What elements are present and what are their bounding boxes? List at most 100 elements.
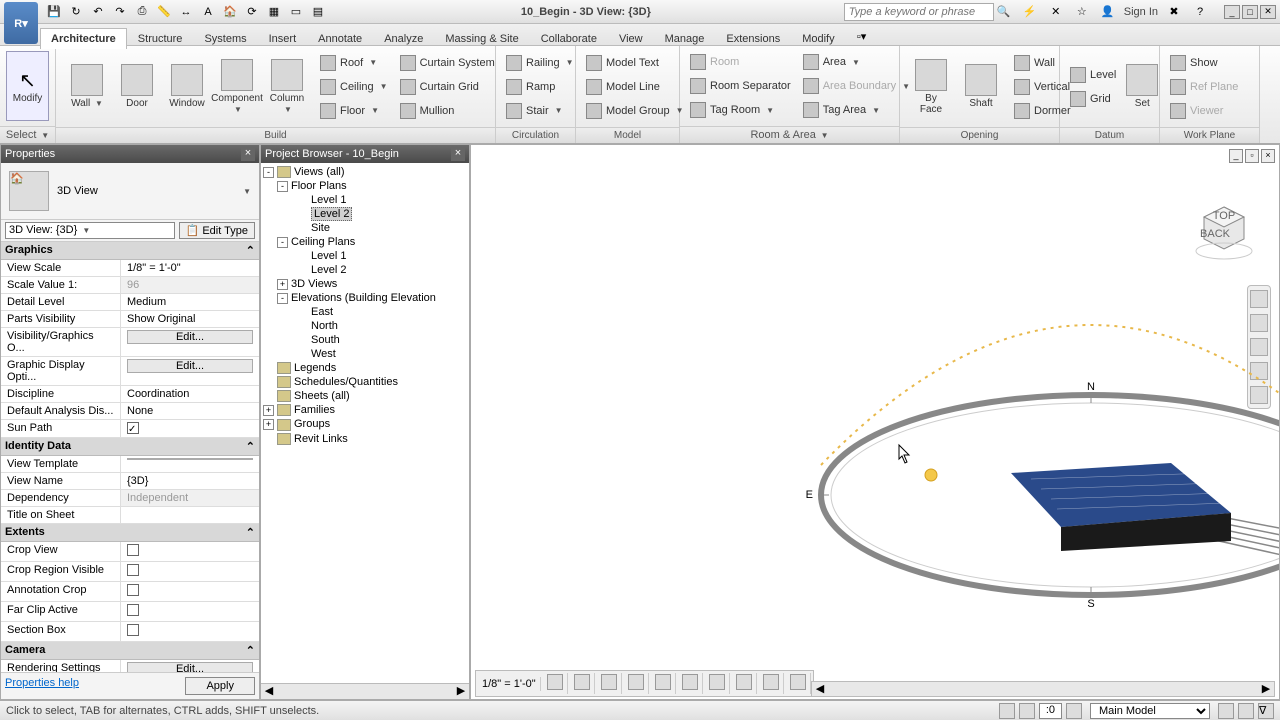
tree-label[interactable]: Revit Links xyxy=(294,433,348,445)
tab-structure[interactable]: Structure xyxy=(127,28,194,49)
tree-node[interactable]: Sheets (all) xyxy=(263,389,467,403)
tree-node[interactable]: - Views (all) xyxy=(263,165,467,179)
search-input[interactable] xyxy=(844,3,994,21)
prop-value[interactable] xyxy=(121,622,259,641)
prop-value[interactable]: 1/8" = 1'-0" xyxy=(121,260,259,276)
mullion-button[interactable]: Mullion xyxy=(396,100,499,122)
tree-node[interactable]: +Families xyxy=(263,403,467,417)
tree-label[interactable]: Ceiling Plans xyxy=(291,236,355,248)
prop-value[interactable] xyxy=(121,542,259,561)
comm-icon[interactable]: ⚡ xyxy=(1020,3,1040,21)
status-filter-icon[interactable]: ∇ xyxy=(1258,703,1274,719)
tree-node[interactable]: -Floor Plans xyxy=(263,179,467,193)
tag-area-button[interactable]: Tag Area▼ xyxy=(799,99,914,121)
vcb-shadows-icon[interactable] xyxy=(628,674,644,690)
prop-checkbox[interactable] xyxy=(127,564,139,576)
sign-in-link[interactable]: Sign In xyxy=(1124,6,1158,18)
floor-button[interactable]: Floor▼ xyxy=(316,100,392,122)
vcb-detail-icon[interactable] xyxy=(547,674,563,690)
vcb-lock-icon[interactable] xyxy=(736,674,752,690)
properties-close-icon[interactable]: × xyxy=(241,147,255,161)
vcb-render-icon[interactable] xyxy=(655,674,671,690)
properties-help-link[interactable]: Properties help xyxy=(5,677,79,695)
tab-extensions[interactable]: Extensions xyxy=(715,28,791,49)
prop-value[interactable] xyxy=(121,582,259,601)
tree-label[interactable]: East xyxy=(311,306,333,318)
status-icon-2[interactable] xyxy=(1019,703,1035,719)
tree-toggle-icon[interactable]: + xyxy=(263,405,274,416)
star-icon[interactable]: ☆ xyxy=(1072,3,1092,21)
browser-scroll-left[interactable]: ◀ xyxy=(261,684,277,699)
tree-label[interactable]: Level 1 xyxy=(311,250,346,262)
prop-value[interactable] xyxy=(121,507,259,523)
tree-node[interactable]: West xyxy=(263,347,467,361)
tab-view[interactable]: View xyxy=(608,28,654,49)
level-button[interactable]: Level xyxy=(1066,64,1120,86)
ramp-button[interactable]: Ramp xyxy=(502,76,578,98)
prop-edit-button[interactable]: Edit... xyxy=(127,662,253,672)
status-input[interactable]: :0 xyxy=(1039,703,1062,719)
prop-collapse-icon[interactable]: ⌃ xyxy=(246,440,255,453)
show-button[interactable]: Show xyxy=(1166,52,1242,74)
roof-button[interactable]: Roof▼ xyxy=(316,52,392,74)
tree-toggle-icon[interactable]: + xyxy=(277,279,288,290)
view-minimize-icon[interactable]: _ xyxy=(1229,149,1243,163)
prop-collapse-icon[interactable]: ⌃ xyxy=(246,644,255,657)
tree-node[interactable]: Level 2 xyxy=(263,263,467,277)
tree-node[interactable]: -Ceiling Plans xyxy=(263,235,467,249)
vcb-sunpath-icon[interactable] xyxy=(601,674,617,690)
prop-value[interactable]: Edit... xyxy=(121,660,259,672)
tree-node[interactable]: Revit Links xyxy=(263,432,467,446)
qat-dim-icon[interactable]: ↔ xyxy=(176,3,196,21)
prop-value[interactable] xyxy=(121,456,259,472)
column-button[interactable]: Column ▼ xyxy=(262,52,312,122)
area-button[interactable]: Area▼ xyxy=(799,51,914,73)
edit-type-button[interactable]: 📋 Edit Type xyxy=(179,222,255,239)
railing-button[interactable]: Railing▼ xyxy=(502,52,578,74)
qat-close-icon[interactable]: ▭ xyxy=(286,3,306,21)
qat-cascade-icon[interactable]: ▤ xyxy=(308,3,328,21)
door-button[interactable]: Door xyxy=(112,52,162,122)
tab-collaborate[interactable]: Collaborate xyxy=(530,28,608,49)
curtain-grid-button[interactable]: Curtain Grid xyxy=(396,76,499,98)
minimize-button[interactable]: _ xyxy=(1224,5,1240,19)
status-select-icon[interactable] xyxy=(1238,703,1254,719)
prop-value[interactable] xyxy=(121,562,259,581)
status-icon-3[interactable] xyxy=(1066,703,1082,719)
type-dropdown-icon[interactable]: ▼ xyxy=(243,187,251,196)
qat-sync2-icon[interactable]: ⟳ xyxy=(242,3,262,21)
maximize-button[interactable]: □ xyxy=(1242,5,1258,19)
tree-label[interactable]: Level 2 xyxy=(311,264,346,276)
tree-node[interactable]: North xyxy=(263,319,467,333)
tree-label[interactable]: Sheets (all) xyxy=(294,390,350,402)
view-close-icon[interactable]: × xyxy=(1261,149,1275,163)
prop-value[interactable] xyxy=(121,602,259,621)
prop-collapse-icon[interactable]: ⌃ xyxy=(246,244,255,257)
tree-toggle-icon[interactable]: - xyxy=(263,167,274,178)
tree-node[interactable]: South xyxy=(263,333,467,347)
prop-value[interactable]: {3D} xyxy=(121,473,259,489)
tree-label[interactable]: Groups xyxy=(294,418,330,430)
tree-node[interactable]: -Elevations (Building Elevation xyxy=(263,291,467,305)
room-separator-button[interactable]: Room Separator xyxy=(686,75,795,97)
prop-value[interactable]: None xyxy=(121,403,259,419)
user-icon[interactable]: 👤 xyxy=(1098,3,1118,21)
tree-node[interactable]: Level 1 xyxy=(263,193,467,207)
tree-label[interactable]: Site xyxy=(311,222,330,234)
ribbon-expand-icon[interactable]: ▫▾ xyxy=(852,27,872,45)
vcb-scale[interactable]: 1/8" = 1'-0" xyxy=(478,677,541,691)
tree-label[interactable]: Level 1 xyxy=(311,194,346,206)
prop-edit-button[interactable]: Edit... xyxy=(127,330,253,344)
tree-toggle-icon[interactable]: + xyxy=(263,419,274,430)
model-text-button[interactable]: Model Text xyxy=(582,52,688,74)
prop-value[interactable]: Edit... xyxy=(121,357,259,385)
prop-edit-button[interactable] xyxy=(127,458,253,460)
prop-checkbox[interactable] xyxy=(127,422,139,434)
canvas-hscroll[interactable]: ◀ ▶ xyxy=(811,681,1275,697)
tree-label[interactable]: South xyxy=(311,334,340,346)
curtain-system-button[interactable]: Curtain System xyxy=(396,52,499,74)
tag-room-button[interactable]: Tag Room▼ xyxy=(686,99,795,121)
tree-label[interactable]: Legends xyxy=(294,362,336,374)
tree-label[interactable]: Views (all) xyxy=(294,166,345,178)
view-restore-icon[interactable]: ▫ xyxy=(1245,149,1259,163)
